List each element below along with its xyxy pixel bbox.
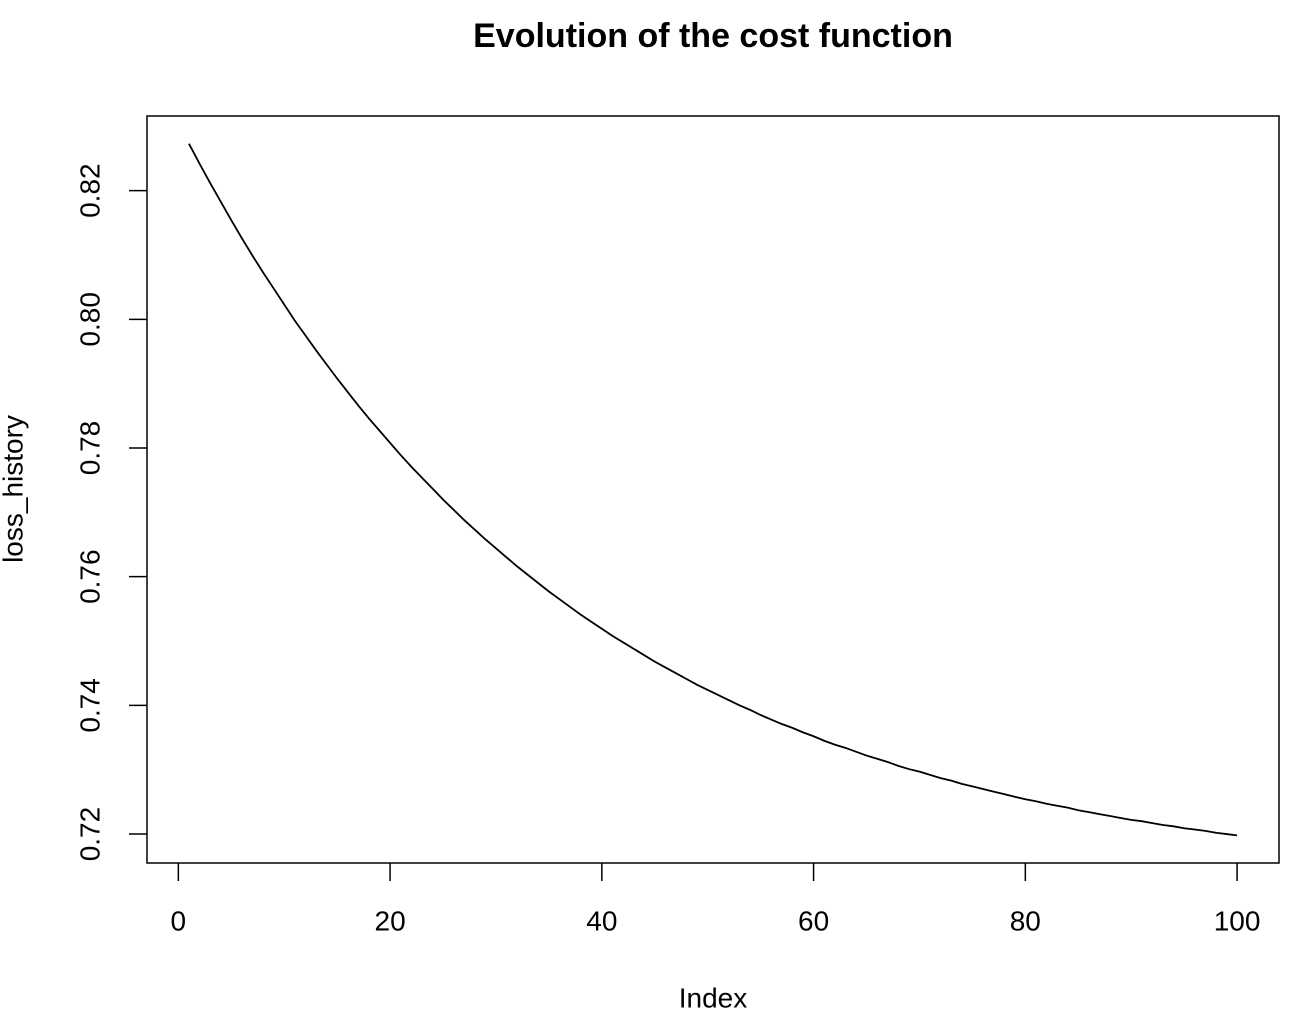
chart-title: Evolution of the cost function bbox=[473, 17, 953, 55]
x-tick-label: 20 bbox=[375, 905, 406, 936]
x-tick-label: 40 bbox=[586, 905, 617, 936]
y-tick-label: 0.76 bbox=[74, 549, 105, 604]
x-tick-label: 100 bbox=[1214, 905, 1261, 936]
plot-frame bbox=[146, 115, 1280, 864]
y-axis-label: loss_history bbox=[0, 415, 28, 563]
y-tick-label: 0.82 bbox=[74, 163, 105, 218]
x-tick-label: 0 bbox=[171, 905, 187, 936]
y-tick-label: 0.78 bbox=[74, 421, 105, 476]
x-axis-label: Index bbox=[679, 982, 748, 1013]
x-tick-label: 80 bbox=[1010, 905, 1041, 936]
x-tick-label: 60 bbox=[798, 905, 829, 936]
y-tick-label: 0.74 bbox=[74, 678, 105, 733]
data-line bbox=[188, 143, 1238, 837]
y-tick-label: 0.80 bbox=[74, 292, 105, 347]
y-tick-label: 0.72 bbox=[74, 807, 105, 862]
